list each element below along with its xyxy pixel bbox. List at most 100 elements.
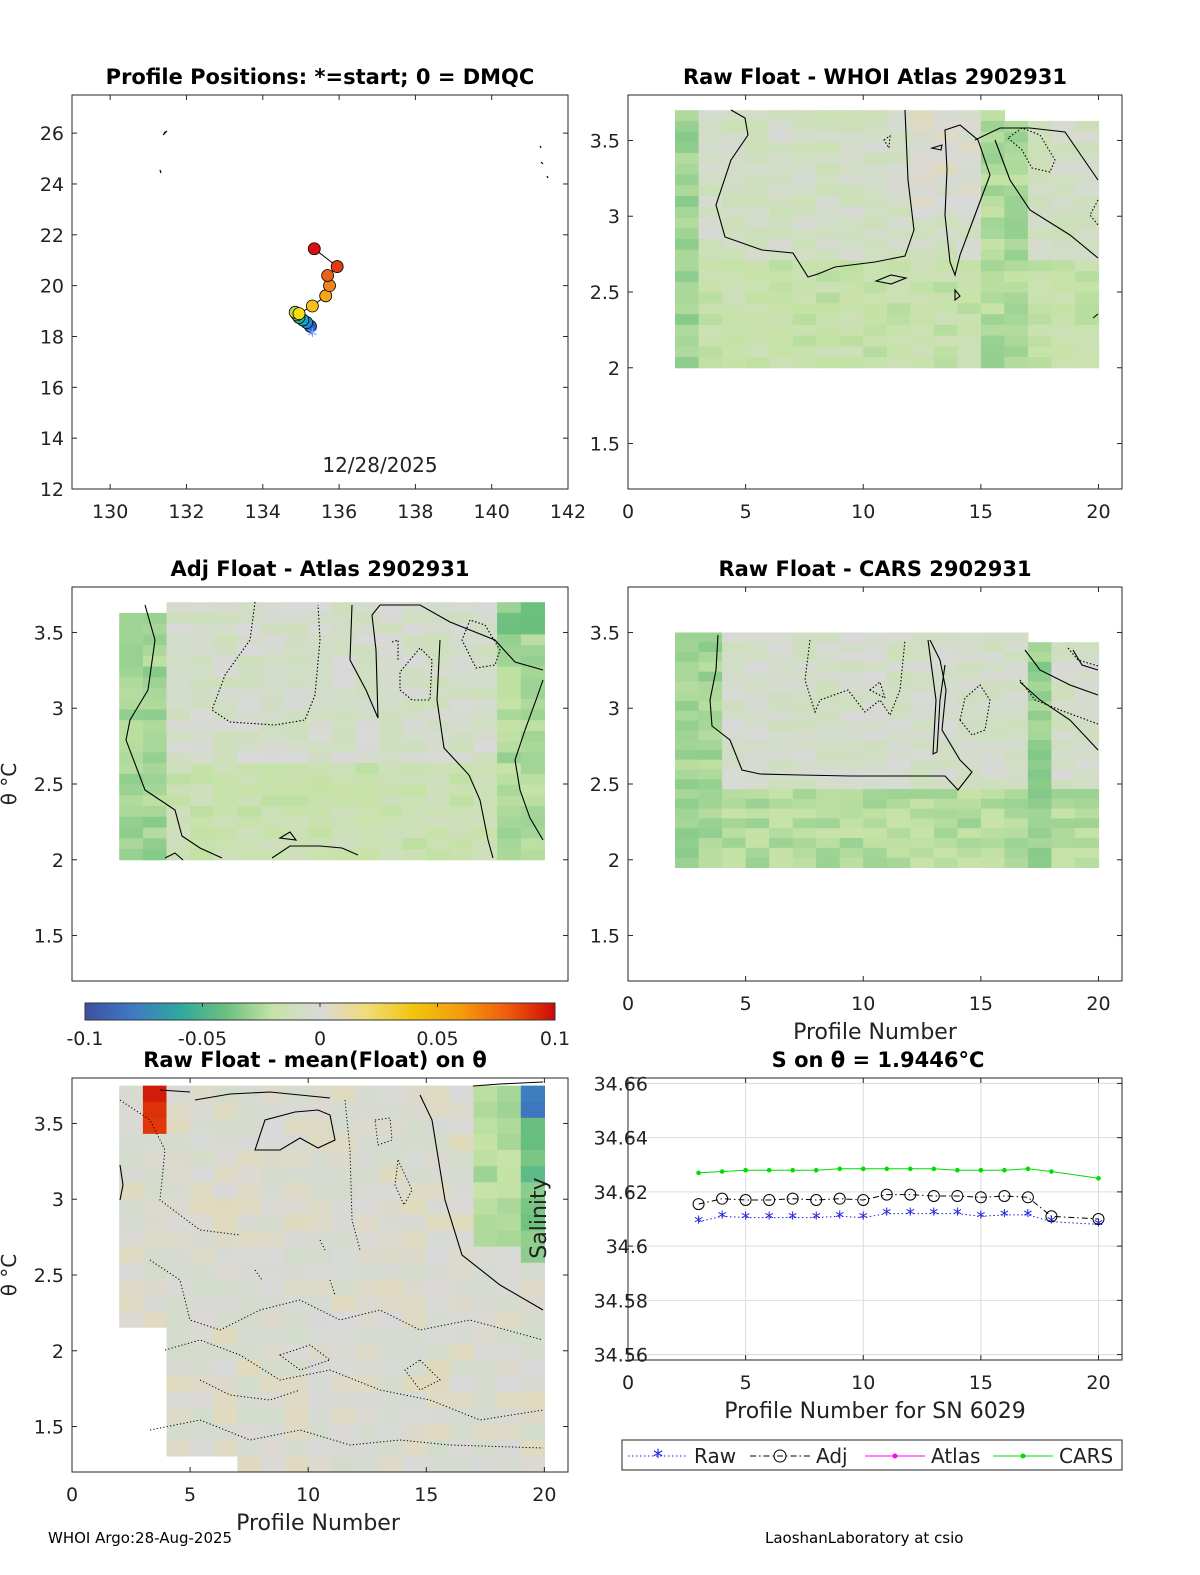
heatmap-cell bbox=[142, 655, 168, 668]
heatmap-cell bbox=[863, 120, 888, 133]
heatmap-cell bbox=[190, 634, 215, 646]
heatmap-cell bbox=[839, 720, 864, 731]
heatmap-cell bbox=[261, 698, 286, 711]
heatmap-cell bbox=[166, 827, 191, 839]
heatmap-cell bbox=[449, 1262, 475, 1280]
heatmap-cell bbox=[426, 1455, 451, 1473]
heatmap-cell bbox=[910, 206, 935, 219]
heatmap-cell bbox=[957, 249, 982, 261]
heatmap-cell bbox=[1004, 671, 1029, 682]
heatmap-cell bbox=[119, 698, 144, 711]
heatmap-cell bbox=[839, 730, 864, 741]
colorbar: -0.1 -0.05 0 0.05 0.1 bbox=[66, 1002, 570, 1050]
heatmap-cell bbox=[957, 720, 982, 731]
heatmap-cell bbox=[284, 741, 309, 753]
heatmap-cell bbox=[497, 1246, 522, 1264]
raw-mean-x-ticks: 0 5 10 15 20 bbox=[66, 1078, 556, 1506]
heatmap-cell bbox=[910, 120, 935, 133]
cars-point bbox=[1025, 1166, 1031, 1172]
heatmap-cell bbox=[980, 314, 1005, 326]
heatmap-cell bbox=[1075, 720, 1100, 731]
heatmap-cell bbox=[839, 271, 864, 283]
heatmap-cell bbox=[142, 1278, 168, 1296]
heatmap-cell bbox=[1004, 163, 1029, 176]
heatmap-cell bbox=[675, 324, 700, 337]
heatmap-cell bbox=[745, 838, 770, 849]
heatmap-cell bbox=[142, 773, 168, 786]
heatmap-cell bbox=[426, 752, 451, 764]
heatmap-cell bbox=[675, 260, 700, 272]
heatmap-cell bbox=[331, 1085, 356, 1103]
heatmap-cell bbox=[980, 271, 1005, 283]
heatmap-cell bbox=[142, 1311, 168, 1328]
raw-point: * bbox=[718, 1207, 727, 1228]
heatmap-cell bbox=[497, 1150, 522, 1167]
heatmap-cell bbox=[190, 816, 215, 829]
heatmap-cell bbox=[675, 642, 700, 653]
heatmap-cell bbox=[355, 1439, 380, 1457]
heatmap-cell bbox=[379, 838, 404, 850]
heatmap-cell bbox=[142, 666, 168, 678]
heatmap-cell bbox=[355, 623, 380, 635]
heatmap-cell bbox=[449, 1085, 475, 1103]
heatmap-cell bbox=[957, 652, 982, 663]
heatmap-cell bbox=[284, 1214, 309, 1232]
heatmap-cell bbox=[402, 752, 427, 764]
x-tick-label: 20 bbox=[532, 1484, 556, 1506]
heatmap-cell bbox=[355, 816, 380, 829]
heatmap-cell bbox=[886, 153, 911, 165]
heatmap-cell bbox=[402, 763, 427, 775]
heatmap-cell bbox=[792, 818, 817, 829]
heatmap-cell bbox=[142, 784, 168, 796]
heatmap-cell bbox=[839, 661, 864, 673]
heatmap-cell bbox=[402, 784, 427, 796]
heatmap-cell bbox=[379, 1246, 404, 1264]
heatmap-cell bbox=[449, 1198, 475, 1215]
heatmap-cell bbox=[1004, 632, 1029, 643]
heatmap-cell bbox=[497, 720, 522, 732]
heatmap-cell bbox=[698, 163, 723, 176]
heatmap-cell bbox=[1004, 652, 1029, 663]
raw-point: * bbox=[976, 1207, 985, 1228]
heatmap-cell bbox=[675, 681, 700, 692]
heatmap-cell bbox=[402, 655, 427, 668]
heatmap-cell bbox=[698, 828, 723, 839]
heatmap-cell bbox=[816, 357, 841, 369]
heatmap-cell bbox=[308, 645, 333, 657]
heatmap-cell bbox=[886, 652, 911, 663]
heatmap-cell bbox=[237, 1439, 262, 1457]
heatmap-cell bbox=[980, 779, 1005, 790]
heatmap-cell bbox=[331, 1294, 356, 1312]
heatmap-cell bbox=[379, 1214, 404, 1232]
heatmap-cell bbox=[402, 1423, 427, 1441]
heatmap-cell bbox=[886, 303, 911, 315]
heatmap-cell bbox=[355, 709, 380, 721]
heatmap-cell bbox=[698, 661, 723, 673]
heatmap-cell bbox=[166, 1294, 191, 1312]
heatmap-cell bbox=[190, 1391, 215, 1409]
profile-position-point bbox=[321, 269, 335, 282]
heatmap-cell bbox=[402, 1198, 427, 1215]
legend-label-cars: CARS bbox=[1059, 1444, 1113, 1468]
cars-point bbox=[884, 1166, 890, 1172]
heatmap-cell bbox=[792, 798, 817, 810]
heatmap-cell bbox=[497, 634, 522, 646]
heatmap-cell bbox=[237, 1101, 262, 1119]
heatmap-cell bbox=[284, 838, 309, 850]
heatmap-cell bbox=[863, 720, 888, 731]
heatmap-cell bbox=[792, 228, 817, 240]
heatmap-cell bbox=[331, 1327, 356, 1344]
heatmap-cell bbox=[910, 217, 935, 229]
heatmap-cell bbox=[213, 1375, 238, 1393]
heatmap-cell bbox=[839, 335, 864, 347]
heatmap-cell bbox=[355, 1455, 380, 1473]
heatmap-cell bbox=[910, 798, 935, 810]
heatmap-cell bbox=[284, 709, 309, 721]
heatmap-cell bbox=[980, 174, 1005, 186]
raw-point: * bbox=[694, 1213, 703, 1234]
heatmap-cell bbox=[863, 808, 888, 819]
x-tick-label: 132 bbox=[168, 501, 204, 523]
heatmap-cell bbox=[769, 196, 794, 208]
heatmap-cell bbox=[722, 142, 747, 154]
heatmap-cell bbox=[698, 335, 723, 347]
